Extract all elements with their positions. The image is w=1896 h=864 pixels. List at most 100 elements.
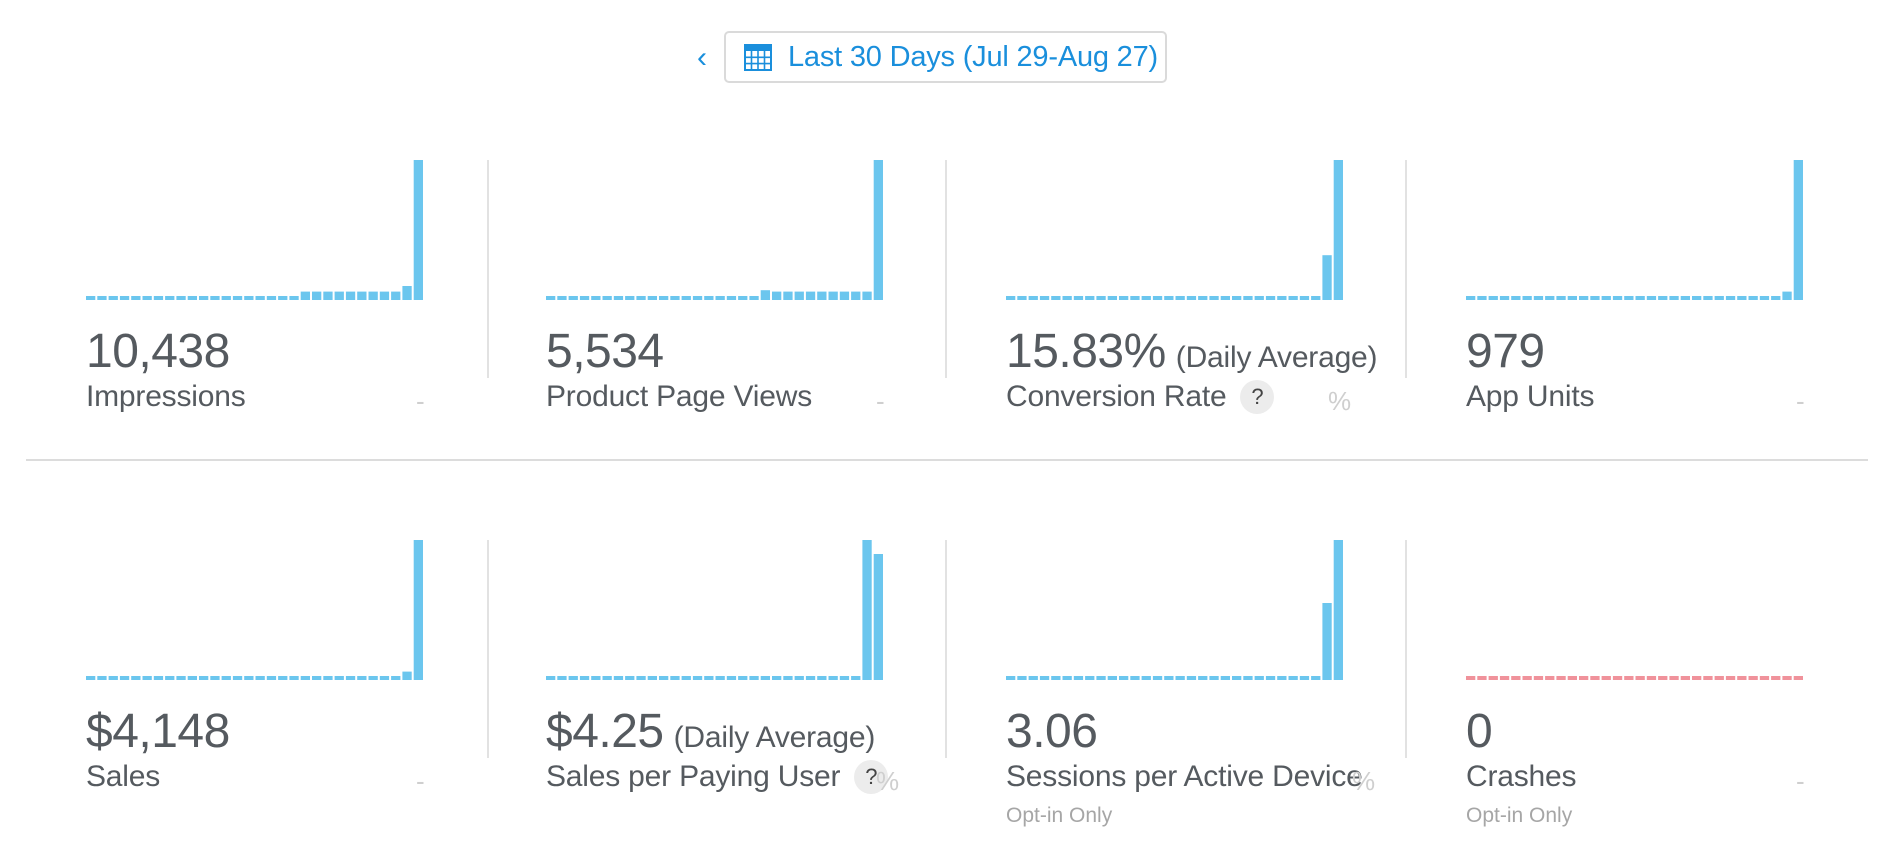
chart-bar [851, 676, 861, 680]
chart-bar [613, 296, 624, 300]
chart-bar [692, 296, 703, 300]
metric-label-line: Sessions per Active Device [1006, 760, 1363, 794]
chevron-left-icon[interactable]: ‹ [697, 41, 707, 74]
row-divider [26, 459, 1868, 461]
chart-bar [579, 296, 590, 300]
metric-value-line: 10,438 [86, 324, 230, 379]
metric-value-line: 979 [1466, 324, 1545, 379]
chart-bar [1209, 296, 1219, 300]
sales-sparkline [86, 540, 423, 680]
metric-change-indicator: % [1328, 386, 1352, 416]
chart-bar [255, 296, 265, 300]
metric-label: Sales per Paying User [546, 760, 841, 793]
question-icon[interactable]: ? [854, 760, 889, 794]
chart-bar [323, 291, 333, 300]
metric-label: Sales [86, 760, 161, 793]
chart-bar [1703, 676, 1713, 680]
chart-bar [1771, 296, 1781, 300]
chart-bar [1466, 296, 1476, 300]
chart-bar [625, 296, 635, 300]
chart-bar [142, 676, 152, 680]
chart-bar [1759, 296, 1770, 300]
impressions-sparkline [86, 160, 423, 300]
chart-bar [108, 296, 118, 300]
question-icon[interactable]: ? [1240, 380, 1275, 414]
metric-value: 15.83% [1006, 325, 1166, 378]
chart-bar [1477, 296, 1487, 300]
column-divider [945, 160, 947, 378]
chart-bar [289, 676, 299, 680]
metric-label: Conversion Rate [1006, 380, 1227, 413]
chart-bar [862, 540, 872, 680]
chart-bar [1152, 296, 1163, 300]
chart-bar [1556, 296, 1566, 300]
chart-bar [199, 296, 209, 300]
chart-bar [199, 676, 209, 680]
chart-bar [1782, 676, 1792, 680]
metric-label-line: Sales per Paying User? [546, 760, 889, 794]
chart-bar [805, 676, 816, 680]
chart-bar [579, 676, 590, 680]
chart-bar [1028, 296, 1038, 300]
metric-value-suffix: (Daily Average) [673, 721, 876, 754]
chart-bar [176, 676, 186, 680]
chart-bar [289, 296, 299, 300]
chart-bar [1096, 296, 1106, 300]
date-range-button[interactable]: Last 30 Days (Jul 29-Aug 27) [724, 31, 1167, 83]
chart-bar [1119, 296, 1129, 300]
chart-bar [1220, 296, 1230, 300]
chart-bar [1545, 676, 1555, 680]
metric-change-indicator: - [876, 386, 885, 416]
chart-bar [97, 676, 107, 680]
chart-bar [760, 290, 770, 300]
chart-bar [1567, 296, 1577, 300]
chart-bar [1085, 676, 1095, 680]
chart-bar [119, 296, 130, 300]
metric-label-line: Sales [86, 760, 160, 794]
chart-bar [1612, 296, 1623, 300]
chart-bar [1601, 296, 1611, 300]
chart-bar [379, 676, 390, 680]
chart-bar [413, 160, 423, 300]
chart-bar [817, 291, 827, 300]
chart-bar [1051, 296, 1061, 300]
chart-bar [1130, 296, 1140, 300]
chart-bar [379, 291, 390, 300]
metric-value: $4.25 [546, 705, 664, 758]
chart-bar [1243, 296, 1253, 300]
chart-bar [1759, 676, 1770, 680]
crashes-sparkline [1466, 676, 1803, 680]
chart-bar [1322, 603, 1332, 680]
chart-bar [312, 676, 322, 680]
metric-value: 10,438 [86, 325, 230, 378]
chart-bar [278, 676, 288, 680]
chart-bar [165, 676, 175, 680]
chart-bar [1017, 296, 1027, 300]
chart-bar [591, 296, 601, 300]
chart-bar [1646, 676, 1657, 680]
chart-bar [749, 296, 759, 300]
chart-bar [805, 291, 816, 300]
chart-bar [1141, 296, 1151, 300]
metric-value-line: $4,148 [86, 704, 230, 759]
chart-bar [1243, 676, 1253, 680]
chart-bar [636, 676, 646, 680]
chart-bar [1017, 676, 1027, 680]
chart-bar [210, 296, 220, 300]
chart-bar [1511, 676, 1521, 680]
chart-bar [726, 676, 737, 680]
chart-bar [1028, 676, 1038, 680]
chart-bar [278, 296, 288, 300]
chart-bar [1680, 676, 1690, 680]
chart-bar [636, 296, 646, 300]
chart-bar [1499, 296, 1510, 300]
metric-value-line: 3.06 [1006, 704, 1098, 759]
chart-bar [546, 296, 556, 300]
chart-bar [670, 676, 680, 680]
chart-bar [873, 160, 883, 300]
chart-bar [1288, 676, 1298, 680]
chart-bar [1545, 296, 1555, 300]
chart-bar [345, 291, 356, 300]
chart-bar [1119, 676, 1129, 680]
chart-bar [232, 296, 243, 300]
